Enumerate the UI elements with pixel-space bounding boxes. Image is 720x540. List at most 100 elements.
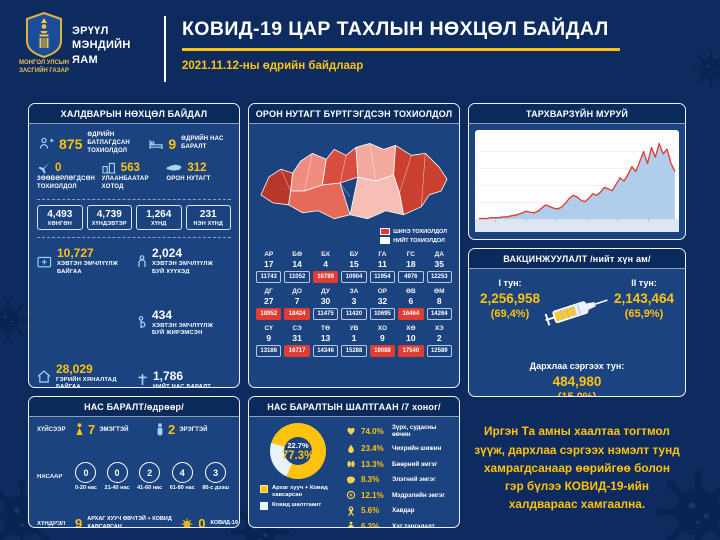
syringe-icon: [544, 299, 608, 326]
hospitalized-value: 10,727: [57, 246, 94, 261]
page-title: КОВИД-19 ЦАР ТАХЛЫН НӨХЦӨЛ БАЙДАЛ: [182, 18, 609, 40]
age-group-80-plus: 3 80-с дээш: [202, 462, 229, 491]
cause-item-neuro: 12.1% Мэдрэлийн эмгэг: [345, 490, 453, 500]
female-deaths-label: ЭМЭГТЭЙ: [99, 426, 129, 433]
legend-swatch-yellow: [260, 485, 268, 493]
region-total-cases: 11954: [369, 271, 396, 283]
region-new-cases: 3: [351, 296, 357, 306]
cause-pct: 23.4%: [361, 444, 384, 453]
region-new-cases: 11: [377, 259, 387, 269]
region-code: ӨМ: [434, 288, 445, 295]
legend-label: НИЙТ ТОХИОЛДОЛ: [393, 237, 445, 244]
region-total-cases: 10695: [369, 308, 396, 320]
age-group-value: 3: [205, 462, 227, 483]
region-total-cases: 4976: [398, 271, 424, 283]
header: МОНГОЛ УЛСЫН ЗАСГИЙН ГАЗАР ЭРҮҮЛ МЭНДИЙН…: [0, 0, 720, 100]
epidemic-curve-chart: [475, 130, 679, 232]
region-cell-ХО: ХО 9 19088: [369, 325, 396, 357]
region-new-cases: 6: [408, 296, 414, 306]
region-new-cases: 18: [406, 259, 416, 269]
cause-label: Мэдрэлийн эмгэг: [392, 491, 445, 499]
cause-pct: 5.6%: [361, 506, 380, 515]
age-group-label: 80-с дээш: [202, 485, 229, 491]
age-group-value: 2: [139, 462, 161, 483]
complication-section-label: ХҮНДРЭЛ: [37, 520, 66, 527]
age-group-label: 21-40 нас: [104, 485, 130, 491]
region-code: БӨ: [292, 251, 302, 258]
cause-donut: 22.7% 77.3%: [270, 423, 326, 479]
donut-small-value: 22.7%: [287, 440, 309, 450]
pregnant-icon: [138, 315, 146, 328]
cause-pct: 6.3%: [361, 521, 380, 528]
cause-item-liver: 8.3% Элэгний эмгэг: [345, 475, 453, 485]
region-cell-ГС: ГС 18 4976: [398, 251, 424, 283]
child-icon: [138, 254, 146, 267]
divider: [37, 237, 231, 239]
region-total-cases: 16464: [398, 308, 424, 320]
region-cell-ОР: ОР 32 10695: [369, 288, 396, 320]
region-cell-СҮ: СҮ 9 13186: [256, 325, 282, 357]
female-icon: [76, 422, 83, 435]
region-total-cases: 10904: [341, 271, 367, 283]
cause-pct: 8.3%: [361, 475, 380, 484]
region-code: ӨВ: [405, 288, 416, 295]
region-new-cases: 13: [320, 333, 331, 343]
cause-label: Хэт таргалалт: [392, 522, 435, 528]
region-cell-СЭ: СЭ 31 16717: [284, 325, 310, 357]
covid-only-deaths-label: КОВИД-19: [210, 519, 238, 526]
hospital-icon: [37, 256, 52, 268]
imported-cases-value: 0: [55, 162, 62, 175]
curve-area: [479, 143, 675, 220]
age-group-41-60: 2 41-60 нас: [137, 462, 162, 491]
advice-text: Иргэн Та амны хаалтаа тогтмол зүүж, дарх…: [474, 424, 680, 512]
age-group-label: 61-80 нас: [169, 485, 195, 491]
region-new-cases: 9: [266, 333, 272, 343]
countryside-cases-value: 312: [187, 162, 207, 175]
header-divider: [164, 16, 166, 82]
covid-only-deaths-stat: 0 КОВИД-19: [181, 516, 239, 527]
droplet-icon: [345, 444, 357, 454]
severity-moderate-label: ХҮНДЭВТЭР: [91, 221, 127, 228]
title-underline: [182, 48, 620, 51]
region-cell-БУ: БУ 15 10904: [341, 251, 367, 283]
city-icon: [102, 163, 116, 174]
body-icon: [345, 521, 357, 527]
region-code: СЭ: [292, 325, 302, 332]
region-total-cases: 15288: [341, 345, 367, 357]
region-total-cases: 12253: [426, 271, 452, 283]
liver-icon: [345, 475, 357, 485]
region-cell-УВ: УВ 1 15288: [341, 325, 367, 357]
region-total-cases: 16789: [312, 271, 339, 283]
total-deaths-stat: 1,786 НИЙТ НАС БАРАЛТ: [137, 369, 231, 387]
severity-critical-label: НЭН ХҮНД: [193, 221, 224, 228]
heart-icon: [345, 426, 357, 436]
region-cell-ДУ: ДУ 30 11475: [312, 288, 339, 320]
region-code: ДА: [434, 251, 444, 258]
cause-item-diabetes: 23.4% Чихрийн шижин: [345, 444, 453, 454]
booster-value: 484,980: [552, 374, 602, 389]
dose2-value: 2,143,464: [613, 291, 675, 306]
region-new-cases: 7: [294, 296, 300, 306]
memorial-cross-icon: [138, 374, 147, 386]
regional-panel-title: ОРОН НУТАГТ БҮРТГЭГДСЭН ТОХИОЛДОЛ: [249, 104, 459, 124]
home-icon: [37, 369, 51, 383]
divider: [37, 198, 231, 200]
region-cell-ДА: ДА 35 12253: [426, 251, 452, 283]
mongolia-province-map: [260, 143, 448, 220]
curve-line: [479, 142, 676, 220]
region-cell-ДО: ДО 7 18424: [284, 288, 310, 320]
male-icon: [157, 422, 163, 435]
comorbid-deaths-value: 9: [75, 516, 83, 528]
booster-pct: (15.0%): [557, 391, 597, 397]
ulaanbaatar-cases-label: УЛААНБААТАР ХОТОД: [101, 176, 149, 191]
dose1-pct: (69,4%): [490, 308, 530, 320]
daily-confirmed-label: ӨДРИЙН БАТЛАГДСАН ТОХИОЛДОЛ: [87, 132, 130, 154]
legend-label: Архаг хууч + Ковид хавсарсан: [272, 485, 328, 499]
cause-pct: 74.0%: [361, 426, 384, 436]
dose1-stat: I тун: 2,256,958 (69,4%): [479, 278, 541, 320]
regional-cases-panel: ОРОН НУТАГТ БҮРТГЭГДСЭН ТОХИОЛДОЛ: [248, 103, 460, 388]
region-new-cases: 15: [349, 259, 359, 269]
countryside-cases-label: ОРОН НУТАГТ: [166, 176, 211, 183]
region-total-cases: 14264: [426, 308, 452, 320]
female-deaths-value: 7: [88, 422, 96, 437]
